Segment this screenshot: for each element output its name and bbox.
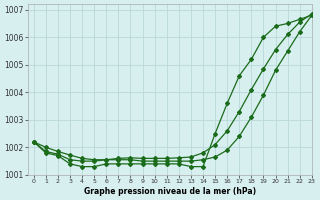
X-axis label: Graphe pression niveau de la mer (hPa): Graphe pression niveau de la mer (hPa) bbox=[84, 187, 256, 196]
